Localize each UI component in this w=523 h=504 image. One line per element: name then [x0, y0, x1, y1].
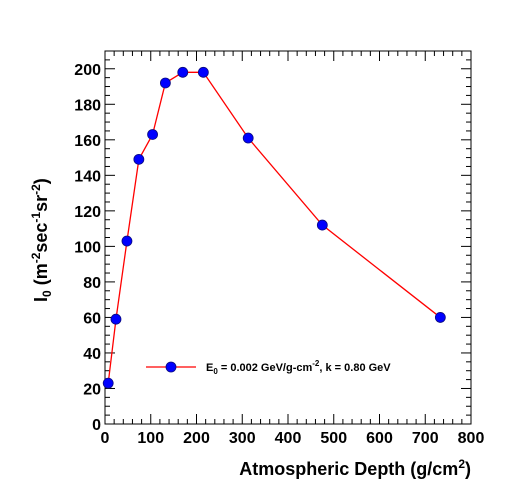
x-tick-label: 300: [229, 430, 256, 447]
y-tick-label: 0: [92, 417, 101, 434]
data-point: [133, 153, 145, 165]
data-point: [434, 312, 446, 323]
data-point: [102, 377, 114, 389]
data-point: [197, 66, 209, 78]
y-tick-label: 80: [83, 275, 101, 292]
data-point: [121, 235, 133, 247]
y-tick-label: 20: [83, 381, 101, 398]
x-tick-label: 700: [412, 430, 439, 447]
x-tick-label: 500: [320, 430, 347, 447]
x-tick-label: 200: [183, 430, 210, 447]
y-tick-label: 180: [74, 97, 101, 114]
series-layer: [102, 66, 446, 389]
data-point: [110, 313, 122, 325]
x-tick-label: 600: [366, 430, 393, 447]
series-line: [107, 71, 441, 384]
data-point: [147, 129, 158, 140]
legend-marker: [165, 361, 177, 373]
y-tick-label: 200: [74, 62, 101, 79]
x-tick-label: 100: [137, 430, 164, 447]
data-point: [242, 132, 254, 144]
y-tick-label: 100: [74, 239, 101, 256]
y-axis-title: I0 (m-2sec-1sr-2): [29, 178, 54, 302]
x-axis-title: Atmospheric Depth (g/cm2): [239, 457, 471, 479]
axis-ticks: [104, 50, 472, 425]
data-point: [159, 77, 171, 89]
legend: E0 = 0.002 GeV/g-cm-2, k = 0.80 GeV: [146, 359, 391, 376]
y-tick-label: 40: [83, 346, 101, 363]
axis-tick-labels: 0 100 200 300 400 500 600 700 800 0 20 40 60 80 100 120…: [74, 62, 484, 447]
x-tick-label: 800: [458, 430, 485, 447]
x-tick-label: 0: [101, 430, 110, 447]
legend-label: E0 = 0.002 GeV/g-cm-2, k = 0.80 GeV: [206, 359, 391, 376]
y-tick-label: 60: [83, 310, 101, 327]
y-tick-label: 120: [74, 204, 101, 221]
x-tick-label: 400: [275, 430, 302, 447]
data-point: [177, 66, 189, 78]
data-point: [316, 219, 328, 231]
y-tick-label: 140: [74, 168, 101, 185]
y-tick-label: 160: [74, 133, 101, 150]
